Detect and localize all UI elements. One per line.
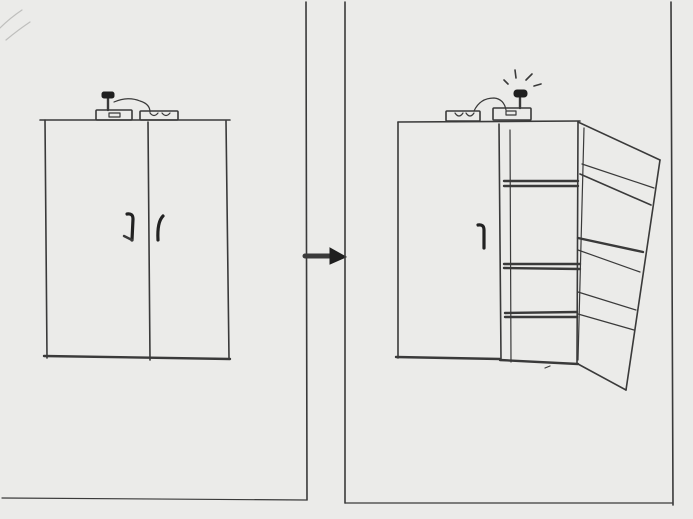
alarm-ray-left [503,79,509,85]
open-door-top [577,121,661,161]
right-door-handle [156,214,165,242]
panel-before-bottom-border [1,497,307,501]
panel-after-right-border [670,1,674,506]
open-cabinet-bottom-left [394,355,502,361]
sensor-module-right-after [492,107,532,121]
alarm-ray-upper-right [525,73,533,81]
alarm-ray-top [514,69,517,79]
pencil-speck [544,365,551,369]
sensor-module-left [95,109,133,121]
cabinet-door-split [147,121,151,361]
arrow-right-icon [302,247,348,265]
sensor-wire-after [473,97,507,112]
panel-before-right-border [305,1,308,501]
open-cabinet [394,120,661,391]
left-door-handle [125,212,135,242]
sensor-slot-left [108,112,121,118]
open-cabinet-top-edge [397,120,581,123]
open-door [576,121,661,391]
door-rack-2 [579,173,652,206]
cabinet-bottom-edge [42,354,232,361]
sensor-detail-right [149,112,171,117]
sensor-module-right [139,110,179,121]
arrow-head [329,247,348,265]
closed-door-handle [476,223,486,250]
door-rack-6 [577,313,635,331]
door-rack-3 [576,236,645,254]
open-cabinet-bottom-right [498,358,580,366]
sensor-wire-before [113,98,151,113]
alarm-ray-right [533,83,542,87]
left-handle-foot [122,234,134,242]
alarm-rays-icon [503,69,542,87]
shelf-middle [502,262,582,271]
alarm-light-icon [513,89,528,98]
closed-door-edge [498,123,502,361]
cabinet-hinge-line [576,121,579,365]
door-rack-4 [577,249,641,273]
cabinet-left-side [44,119,48,359]
open-door-bottom [577,363,627,391]
open-door-outer-edge [625,159,661,391]
sensor-detail-left-after [454,112,475,117]
open-door-inner-edge [577,127,585,361]
shelf-bottom [503,310,579,319]
sensor-device-before [95,91,179,121]
door-rack-5 [577,291,637,311]
sensor-slot-right-after [505,110,517,116]
shelf-top [502,179,580,188]
closed-cabinet [39,119,232,361]
panel-after [344,1,674,506]
panel-before [1,1,308,501]
light-off-icon [101,91,115,99]
cabinet-right-side [225,120,230,359]
sensor-device-after [445,69,542,122]
door-rack-1 [581,163,655,189]
sensor-module-left-after [445,110,481,122]
corner-sketch-marks [0,9,31,41]
interior-back-line [509,129,512,363]
